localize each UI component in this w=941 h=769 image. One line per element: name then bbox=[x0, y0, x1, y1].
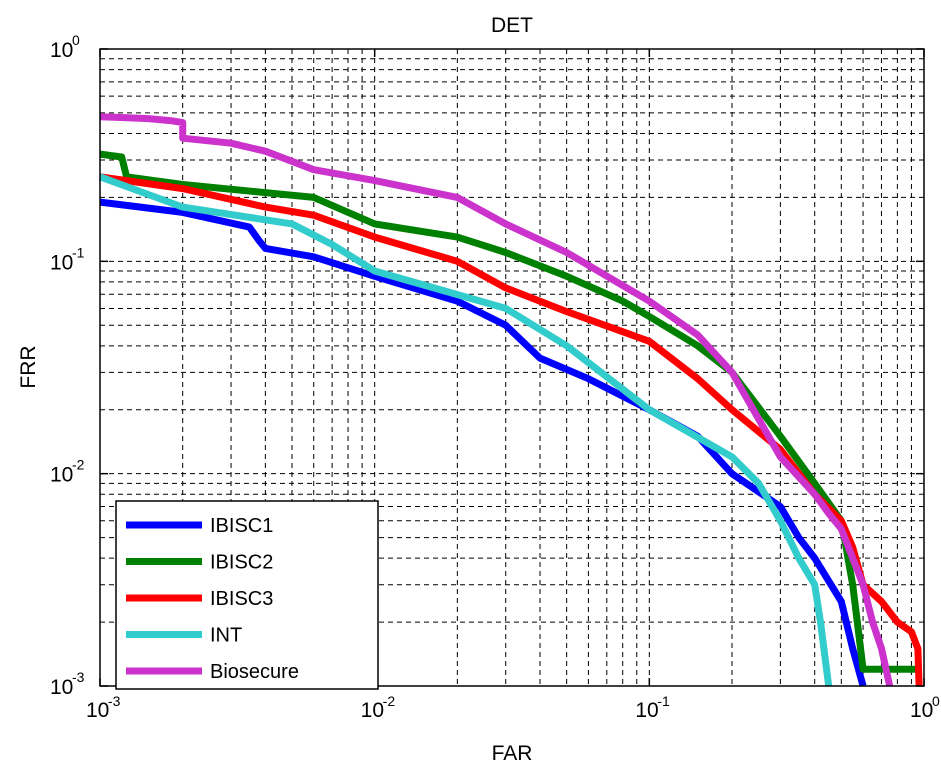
y-tick-label-base: 10 bbox=[50, 676, 73, 699]
legend: IBISC1 IBISC2 IBISC3 INT Biosecure bbox=[115, 500, 379, 690]
series-line-ibisc1 bbox=[99, 198, 867, 687]
chart-title: DET bbox=[491, 14, 533, 37]
x-tick-label: 10-1 bbox=[635, 693, 670, 722]
legend-label-ibisc1: IBISC1 bbox=[210, 515, 273, 537]
y-tick-label: 100 bbox=[50, 32, 80, 62]
series-line-biosecure bbox=[99, 113, 894, 687]
legend-label-int: INT bbox=[210, 625, 242, 647]
series-line-int bbox=[98, 173, 833, 687]
y-tick-label: 10-1 bbox=[50, 244, 85, 274]
y-tick-label-exponent: -3 bbox=[72, 669, 85, 685]
series-layer bbox=[98, 113, 923, 687]
x-tick-label: 100 bbox=[910, 693, 940, 722]
x-tick-label-exponent: 0 bbox=[932, 693, 940, 709]
y-tick-label: 10-3 bbox=[50, 669, 85, 699]
x-tick-label: 10-2 bbox=[361, 693, 396, 722]
y-tick-label-base: 10 bbox=[50, 251, 73, 274]
x-tick-label-base: 10 bbox=[361, 699, 384, 722]
x-tick-label-exponent: -2 bbox=[383, 693, 396, 709]
series-line-ibisc3 bbox=[99, 173, 923, 687]
x-tick-label-base: 10 bbox=[910, 699, 933, 722]
y-tick-label-exponent: 0 bbox=[72, 32, 80, 48]
y-axis-label: FRR bbox=[17, 345, 40, 388]
x-tick-label-exponent: -1 bbox=[657, 693, 670, 709]
legend-label-biosecure: Biosecure bbox=[210, 661, 299, 683]
legend-label-ibisc2: IBISC2 bbox=[210, 552, 273, 574]
y-tick-label-base: 10 bbox=[50, 39, 73, 62]
plot-frame bbox=[99, 48, 925, 687]
legend-label-ibisc3: IBISC3 bbox=[210, 588, 273, 610]
y-tick-label-exponent: -1 bbox=[72, 244, 85, 260]
x-axis-label: FAR bbox=[492, 742, 533, 765]
x-tick-label-exponent: -3 bbox=[108, 693, 121, 709]
x-tick-label-base: 10 bbox=[86, 699, 109, 722]
x-tick-label: 10-3 bbox=[86, 693, 121, 722]
y-tick-label-base: 10 bbox=[50, 464, 73, 487]
x-tick-label-base: 10 bbox=[635, 699, 658, 722]
x-tick-labels: 10-3 10-2 10-1 100 bbox=[86, 693, 940, 722]
y-tick-label: 10-2 bbox=[50, 457, 85, 487]
y-tick-label-exponent: -2 bbox=[72, 457, 85, 473]
